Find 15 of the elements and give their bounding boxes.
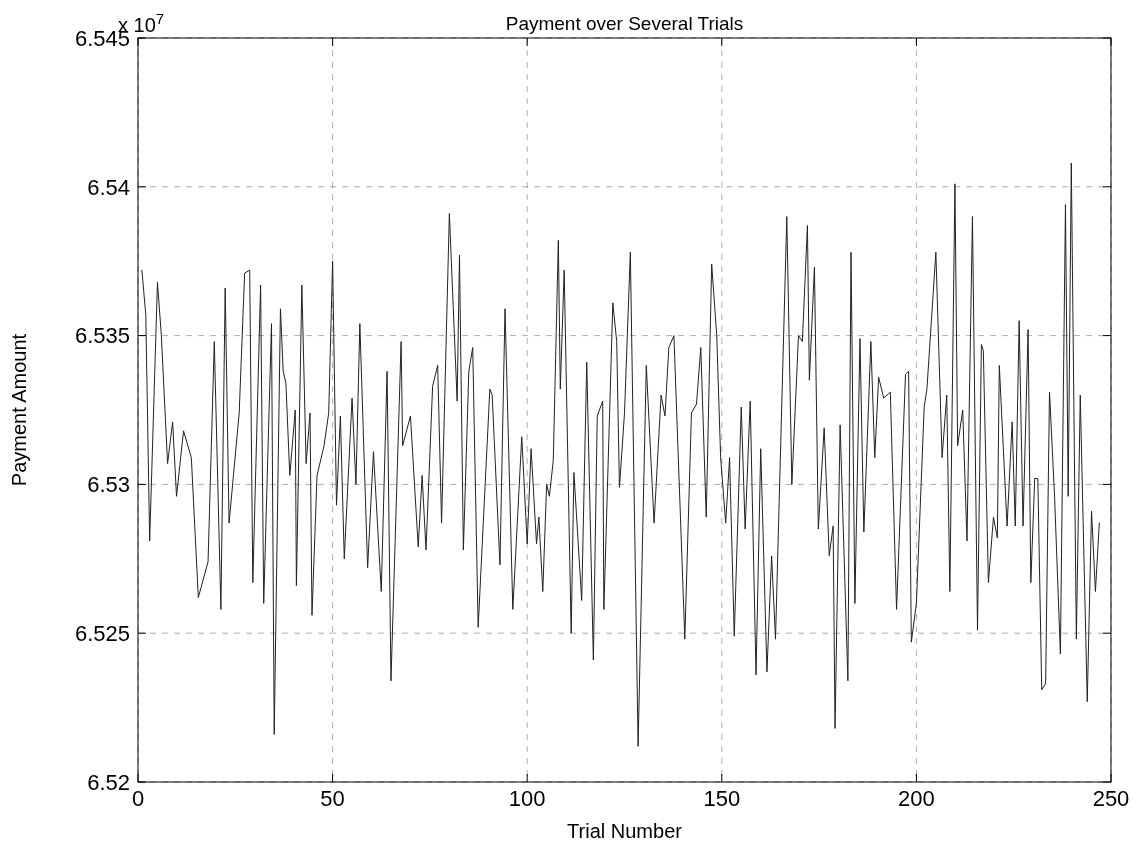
y-tick-label: 6.52 bbox=[87, 769, 130, 795]
x-axis-title: Trial Number bbox=[567, 820, 683, 842]
x-tick-label: 50 bbox=[320, 786, 345, 811]
line-series bbox=[141, 162, 1100, 747]
chart-title: Payment over Several Trials bbox=[505, 13, 744, 34]
y-tick-label: 6.53 bbox=[87, 472, 130, 498]
x-tick-label: 100 bbox=[508, 786, 546, 811]
y-tick-label: 6.54 bbox=[87, 174, 130, 200]
y-tick-label: 6.525 bbox=[74, 620, 130, 646]
x-tick-label: 150 bbox=[703, 786, 741, 811]
x-tick-label: 250 bbox=[1092, 786, 1130, 811]
x-tick-label: 200 bbox=[898, 786, 935, 811]
y-axis-title: Payment Amount bbox=[8, 333, 30, 487]
y-tick-label: 6.535 bbox=[74, 323, 130, 349]
x-tick-label: 0 bbox=[131, 786, 145, 811]
